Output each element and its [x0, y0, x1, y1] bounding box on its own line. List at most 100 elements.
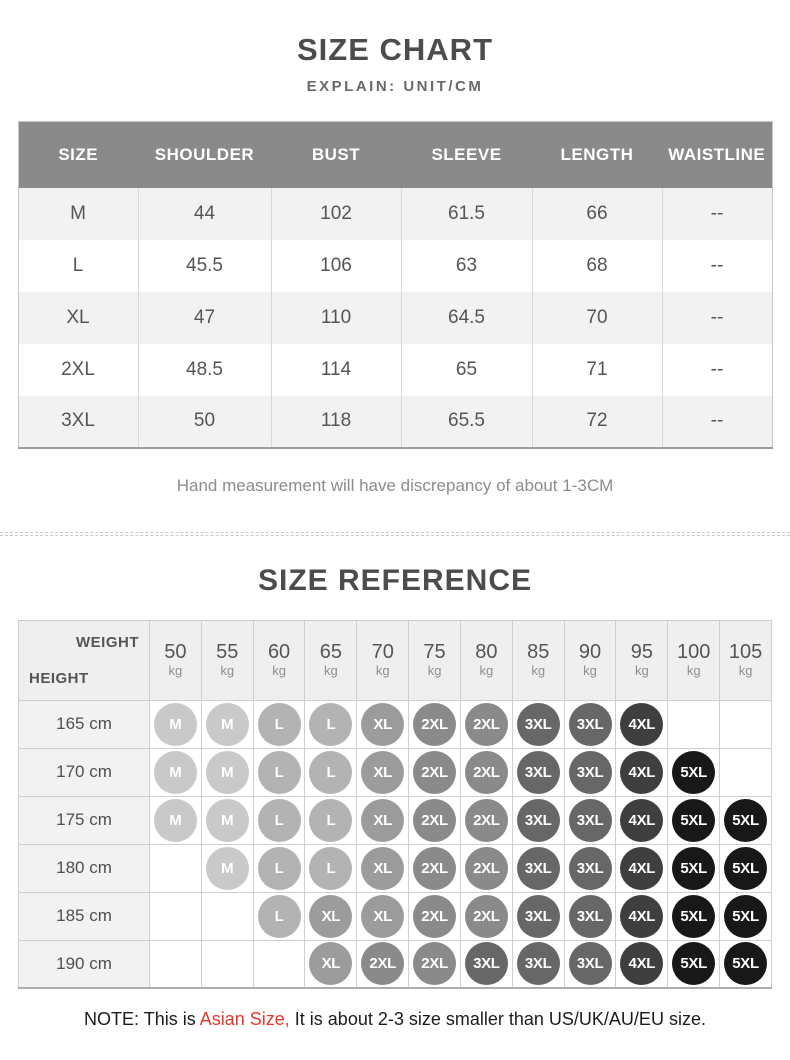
size-recommendation-cell	[200, 891, 254, 941]
measurement-note: Hand measurement will have discrepancy o…	[176, 475, 614, 495]
size-badge: 2XL	[361, 942, 405, 986]
size-badge: 2XL	[413, 942, 457, 986]
weight-value: 50	[164, 641, 187, 664]
size-recommendation-cell: 4XL	[615, 795, 669, 845]
size-badge: XL	[361, 702, 405, 746]
weight-value: 60	[267, 641, 291, 664]
size-recommendation-cell: 3XL	[511, 843, 565, 893]
size-recommendation-cell: 3XL	[563, 699, 617, 749]
size-badge: 4XL	[620, 942, 664, 986]
size-badge: 2XL	[413, 846, 457, 890]
size-recommendation-cell: M	[200, 843, 254, 893]
column-header-length: LENGTH	[532, 121, 662, 188]
size-badge: 2XL	[464, 750, 508, 794]
size-label-cell: M	[70, 202, 86, 224]
size-recommendation-cell: L	[304, 699, 358, 749]
size-recommendation-cell	[149, 939, 202, 989]
footer-note: NOTE: This is Asian Size, It is about 2-…	[0, 1009, 790, 1030]
size-recommendation-cell: 5XL	[667, 891, 721, 941]
weight-value: 80	[475, 641, 498, 664]
size-recommendation-cell: L	[252, 699, 306, 749]
table-row: L 45.5 106 63 68 --	[18, 239, 772, 292]
size-recommendation-cell: 2XL	[459, 891, 513, 941]
footer-note-suffix: It is about 2-3 size smaller than US/UK/…	[289, 1009, 706, 1029]
weight-header-cell: 105 kg	[719, 619, 772, 701]
size-recommendation-cell: 3XL	[563, 747, 617, 797]
size-recommendation-cell: XL	[356, 699, 410, 749]
size-badge: 5XL	[672, 846, 716, 890]
size-recommendation-cell: 2XL	[356, 939, 410, 989]
size-badge: 5XL	[724, 846, 768, 890]
weight-unit: kg	[375, 663, 390, 679]
size-label-cell: 2XL	[61, 358, 95, 380]
measurement-cell: --	[661, 239, 772, 292]
height-cell: 175 cm	[18, 795, 150, 845]
size-chart-table: SIZE SHOULDER BUST SLEEVE LENGTH WAISTLI…	[17, 121, 773, 449]
weight-unit: kg	[272, 663, 286, 679]
table-row: 170 cm M M L L XL 2XL 2XL 3XL 3XL 4XL 5XL	[18, 747, 772, 797]
size-recommendation-cell: L	[252, 795, 306, 845]
size-badge: 4XL	[620, 750, 664, 794]
size-badge: 3XL	[516, 894, 560, 938]
size-recommendation-cell: 4XL	[615, 891, 669, 941]
size-recommendation-cell: M	[200, 699, 254, 749]
size-recommendation-cell: L	[304, 747, 358, 797]
size-badge: 5XL	[724, 798, 768, 842]
size-recommendation-cell: 5XL	[667, 843, 721, 893]
weight-header-row: WEIGHT HEIGHT 50 kg 55 kg 60 kg 65 kg 70 kg 75 kg 80…	[18, 619, 772, 701]
size-badge: 3XL	[464, 942, 508, 986]
size-reference-title: SIZE REFERENCE	[257, 563, 533, 597]
size-chart-body: M 44 102 61.5 66 -- L 45.5 106 63 68 -- XL 47 110 64.5 7…	[18, 187, 772, 448]
size-recommendation-cell: L	[304, 843, 358, 893]
height-cell: 190 cm	[18, 939, 150, 989]
size-recommendation-cell	[719, 747, 772, 797]
weight-unit: kg	[738, 663, 753, 679]
weight-header-cell: 95 kg	[615, 619, 669, 701]
size-recommendation-cell: 4XL	[615, 843, 669, 893]
size-badge: XL	[309, 942, 353, 986]
measurement-cell: --	[661, 291, 772, 344]
size-badge: 3XL	[516, 846, 560, 890]
size-badge: XL	[361, 846, 405, 890]
corner-height-label: HEIGHT	[29, 669, 89, 687]
size-badge: 3XL	[516, 798, 560, 842]
size-badge: M	[205, 702, 249, 746]
size-badge: 2XL	[464, 846, 508, 890]
weight-header-cell: 70 kg	[356, 619, 410, 701]
weight-unit: kg	[635, 663, 649, 679]
size-recommendation-cell: XL	[356, 795, 410, 845]
height-cell: 165 cm	[18, 699, 150, 749]
size-chart-subtitle: EXPLAIN: UNIT/CM	[306, 78, 484, 95]
size-recommendation-cell: 2XL	[408, 699, 461, 749]
size-badge: M	[205, 798, 249, 842]
table-row: 165 cm M M L L XL 2XL 2XL 3XL 3XL 4XL	[18, 699, 772, 749]
size-recommendation-cell: 2XL	[408, 891, 461, 941]
size-badge: M	[205, 846, 249, 890]
measurement-cell: 110	[270, 291, 401, 344]
size-recommendation-cell: XL	[304, 939, 358, 989]
size-badge: L	[257, 798, 301, 842]
size-recommendation-cell: L	[252, 747, 306, 797]
height-cell: 170 cm	[18, 747, 150, 797]
weight-unit: kg	[220, 663, 235, 679]
size-badge: 3XL	[516, 702, 560, 746]
weight-unit: kg	[583, 663, 597, 679]
size-chart-header-row: SIZE SHOULDER BUST SLEEVE LENGTH WAISTLI…	[18, 121, 772, 188]
size-badge: 3XL	[568, 942, 612, 986]
size-recommendation-cell: L	[252, 891, 306, 941]
size-recommendation-cell	[719, 699, 772, 749]
weight-header-cell: 85 kg	[511, 619, 565, 701]
size-badge: L	[309, 798, 353, 842]
size-badge: 2XL	[464, 702, 508, 746]
measurement-cell: 106	[270, 239, 401, 292]
size-recommendation-cell: M	[149, 747, 202, 797]
weight-header-cell: 100 kg	[667, 619, 721, 701]
size-badge: XL	[361, 798, 405, 842]
weight-header-cell: 75 kg	[408, 619, 461, 701]
size-badge: 2XL	[413, 894, 457, 938]
size-badge: L	[309, 846, 353, 890]
size-recommendation-cell: XL	[304, 891, 358, 941]
size-recommendation-cell: 3XL	[511, 699, 565, 749]
size-badge: 5XL	[672, 894, 716, 938]
size-recommendation-cell: 3XL	[459, 939, 513, 989]
